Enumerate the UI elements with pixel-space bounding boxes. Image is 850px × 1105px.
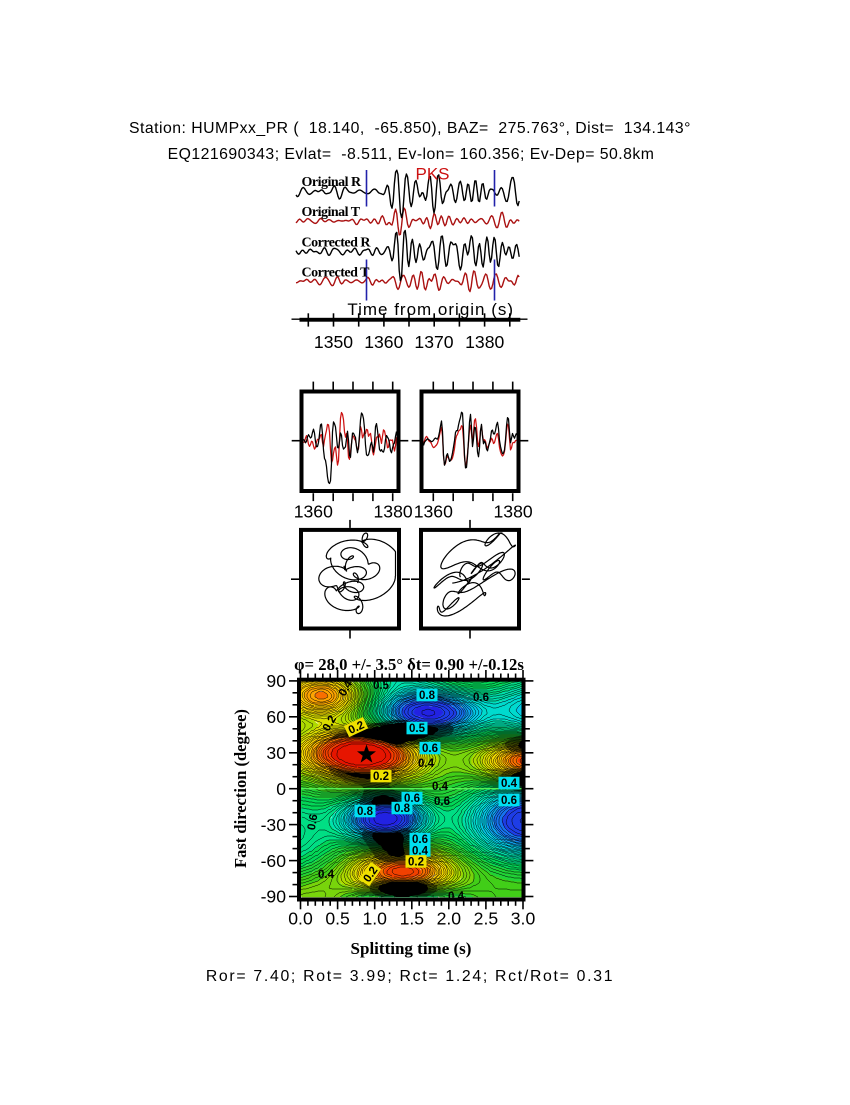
svg-text:0.4: 0.4 bbox=[412, 846, 429, 858]
svg-text:0.4: 0.4 bbox=[432, 781, 449, 793]
svg-text:0.2: 0.2 bbox=[408, 857, 424, 869]
svg-text:0.8: 0.8 bbox=[357, 806, 374, 818]
svg-text:0.6: 0.6 bbox=[412, 834, 428, 846]
svg-text:60: 60 bbox=[266, 707, 286, 727]
svg-text:Station: HUMPxx_PR ( 18.140,: Station: HUMPxx_PR ( 18.140, -65.850), B… bbox=[129, 120, 691, 137]
svg-text:1360: 1360 bbox=[414, 501, 453, 521]
svg-text:3.0: 3.0 bbox=[511, 909, 536, 929]
svg-text:1370: 1370 bbox=[414, 332, 453, 352]
svg-text:Original R: Original R bbox=[302, 175, 363, 190]
svg-text:0.5: 0.5 bbox=[409, 723, 426, 735]
svg-text:EQ121690343; Evlat= -8.511, E: EQ121690343; Evlat= -8.511, Ev-lon= 160.… bbox=[168, 146, 655, 163]
svg-text:1.5: 1.5 bbox=[400, 909, 425, 929]
svg-text:0.6: 0.6 bbox=[306, 813, 321, 831]
svg-text:φ= 28.0 +/- 3.5° δt= 0.90 +/-0: φ= 28.0 +/- 3.5° δt= 0.90 +/-0.12s bbox=[294, 655, 524, 674]
svg-text:0.8: 0.8 bbox=[419, 690, 436, 702]
svg-text:Corrected T: Corrected T bbox=[302, 266, 371, 281]
svg-text:1380: 1380 bbox=[374, 501, 413, 521]
svg-text:Time from origin (s): Time from origin (s) bbox=[347, 300, 514, 319]
svg-text:2.5: 2.5 bbox=[474, 909, 499, 929]
svg-text:Splitting time (s): Splitting time (s) bbox=[351, 939, 472, 958]
svg-text:30: 30 bbox=[266, 743, 286, 763]
svg-text:0.0: 0.0 bbox=[288, 909, 313, 929]
svg-text:-60: -60 bbox=[261, 851, 287, 871]
svg-text:Corrected R: Corrected R bbox=[302, 236, 372, 251]
svg-text:2.0: 2.0 bbox=[437, 909, 462, 929]
svg-text:90: 90 bbox=[266, 671, 286, 691]
svg-text:0.6: 0.6 bbox=[434, 796, 450, 808]
svg-text:0.5: 0.5 bbox=[325, 909, 350, 929]
svg-text:Fast direction (degree): Fast direction (degree) bbox=[231, 709, 250, 868]
svg-text:1380: 1380 bbox=[465, 332, 504, 352]
svg-text:Original T: Original T bbox=[302, 205, 361, 220]
svg-text:0.4: 0.4 bbox=[501, 778, 518, 790]
svg-text:Ror= 7.40; Rot= 3.99; Rct= 1.2: Ror= 7.40; Rot= 3.99; Rct= 1.24; Rct/Rot… bbox=[206, 968, 614, 985]
svg-text:1350: 1350 bbox=[314, 332, 353, 352]
svg-text:0.6: 0.6 bbox=[473, 692, 489, 704]
svg-text:-30: -30 bbox=[261, 815, 287, 835]
svg-text:-90: -90 bbox=[261, 887, 287, 907]
svg-text:1360: 1360 bbox=[364, 332, 403, 352]
svg-text:0.2: 0.2 bbox=[373, 771, 389, 783]
svg-text:0.4: 0.4 bbox=[418, 758, 435, 770]
svg-text:1.0: 1.0 bbox=[362, 909, 387, 929]
svg-text:0.6: 0.6 bbox=[501, 795, 517, 807]
svg-text:1360: 1360 bbox=[294, 501, 333, 521]
svg-text:1380: 1380 bbox=[494, 501, 533, 521]
svg-text:0.6: 0.6 bbox=[422, 743, 438, 755]
svg-text:0: 0 bbox=[276, 779, 286, 799]
svg-text:0.5: 0.5 bbox=[373, 680, 390, 692]
svg-text:0.8: 0.8 bbox=[394, 803, 411, 815]
svg-text:0.4: 0.4 bbox=[318, 869, 335, 881]
svg-text:PKS: PKS bbox=[416, 165, 450, 184]
